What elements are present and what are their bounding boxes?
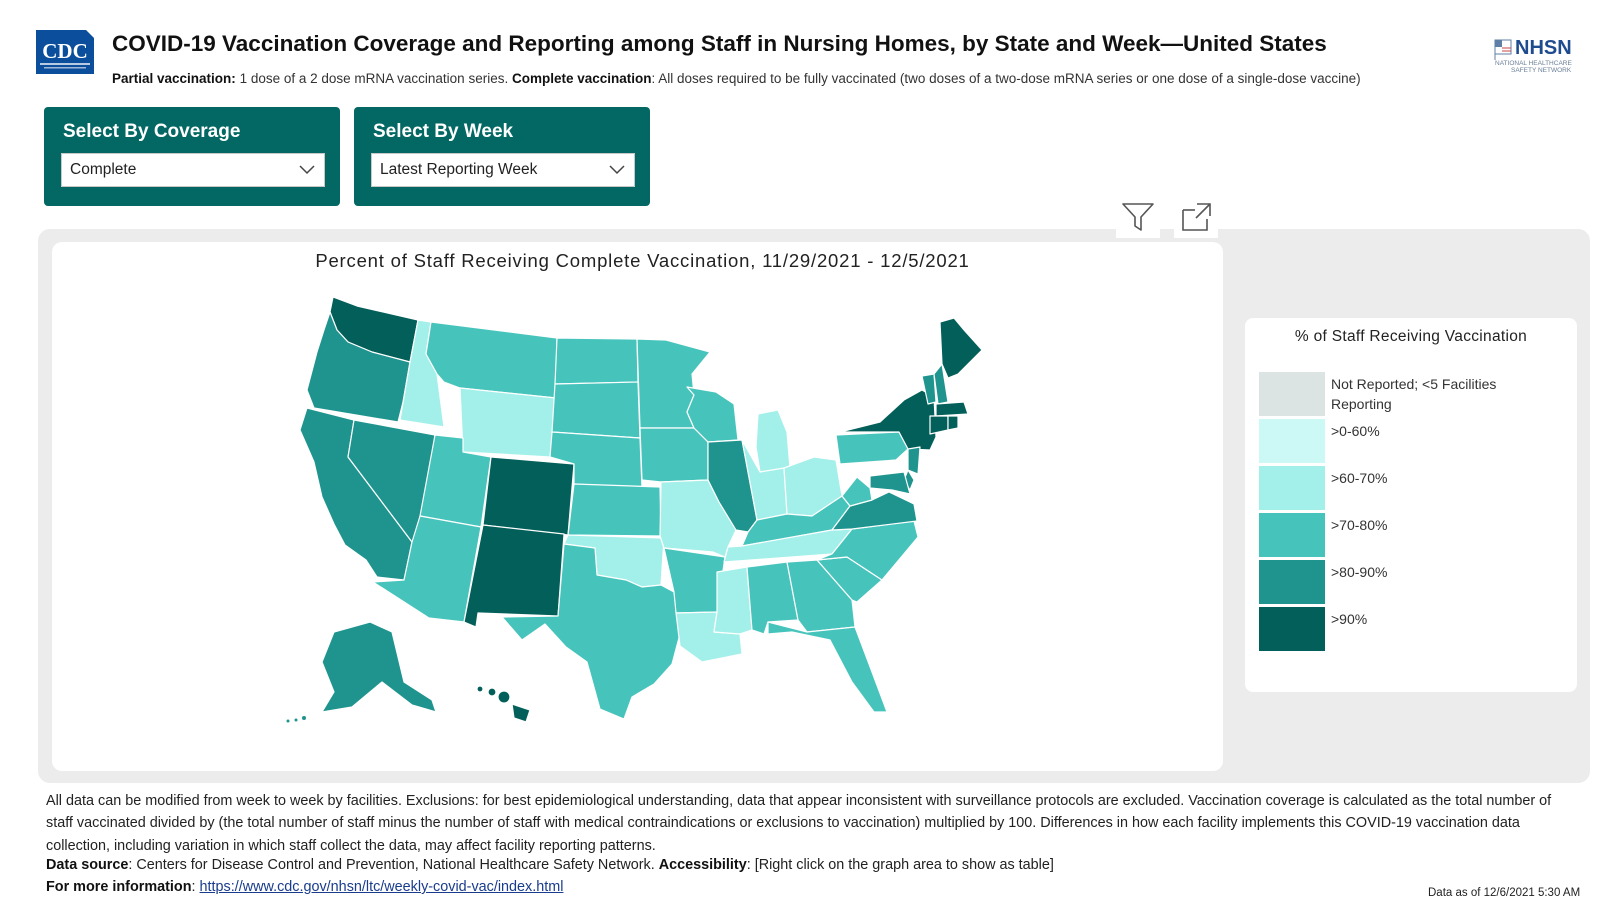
state-ak[interactable] [321, 621, 437, 713]
cdc-logo-text: CDC [42, 39, 88, 63]
week-dropdown[interactable]: Latest Reporting Week [371, 153, 635, 187]
legend-swatch-80-90 [1259, 560, 1325, 604]
state-wy[interactable] [459, 387, 557, 458]
coverage-dropdown[interactable]: Complete [61, 153, 325, 187]
partial-label: Partial vaccination: [112, 71, 236, 86]
data-source-line: Data source: Centers for Disease Control… [46, 857, 1054, 873]
nhsn-flag-icon [1494, 39, 1512, 60]
state-sd[interactable] [551, 381, 641, 439]
coverage-dropdown-value: Complete [70, 161, 137, 178]
legend-swatch-70-80 [1259, 513, 1325, 557]
legend-item: >80-90% [1259, 560, 1569, 606]
legend-swatch-60-70 [1259, 466, 1325, 510]
nhsn-logo-sub1: NATIONAL HEALTHCARE [1495, 60, 1572, 67]
coverage-slicer-title: Select By Coverage [63, 121, 241, 142]
state-hi-island[interactable] [476, 685, 484, 693]
legend-label: >70-80% [1331, 517, 1388, 533]
vaccination-definitions: Partial vaccination: 1 dose of a 2 dose … [112, 71, 1361, 86]
complete-label: Complete vaccination [511, 71, 652, 86]
state-wv[interactable] [841, 476, 873, 507]
state-mi[interactable] [755, 409, 791, 473]
state-vt[interactable] [921, 373, 937, 405]
state-hi[interactable] [511, 703, 531, 723]
state-ak-island[interactable] [302, 716, 306, 720]
week-dropdown-value: Latest Reporting Week [380, 161, 538, 178]
legend-title: % of Staff Receiving Vaccination [1294, 328, 1528, 345]
chevron-down-icon [609, 165, 625, 175]
nhsn-logo: NHSN NATIONAL HEALTHCARE SAFETY NETWORK [1494, 37, 1572, 74]
legend-label: >90% [1331, 611, 1368, 627]
state-ks[interactable] [567, 483, 662, 537]
chevron-down-icon [299, 165, 315, 175]
accessibility-label: Accessibility [658, 857, 747, 873]
legend-item: >70-80% [1259, 513, 1569, 559]
legend-swatch-90-plus [1259, 607, 1325, 651]
page-title: COVID-19 Vaccination Coverage and Report… [112, 31, 1327, 56]
accessibility-text: : [Right click on the graph area to show… [746, 857, 1054, 873]
state-ct[interactable] [929, 415, 949, 435]
legend-item: >60-70% [1259, 466, 1569, 512]
state-nm[interactable] [463, 524, 565, 628]
state-ri[interactable] [947, 415, 959, 431]
focus-mode-button[interactable] [1174, 196, 1218, 238]
legend-label: Not Reported; <5 Facilities Reporting [1331, 376, 1497, 412]
more-info-link[interactable]: https://www.cdc.gov/nhsn/ltc/weekly-covi… [199, 879, 564, 895]
coverage-slicer: Select By Coverage Complete [44, 107, 340, 206]
legend-swatch-0-60 [1259, 419, 1325, 463]
footer-notes: All data can be modified from week to we… [46, 793, 1552, 854]
state-nj[interactable] [907, 446, 921, 475]
state-nd[interactable] [554, 337, 639, 385]
state-md[interactable] [869, 471, 911, 495]
nhsn-logo-text: NHSN [1515, 37, 1572, 59]
state-mt[interactable] [425, 321, 558, 399]
state-az[interactable] [372, 515, 482, 623]
legend-item: >90% [1259, 607, 1569, 653]
legend-label: >0-60% [1331, 423, 1380, 439]
state-ma[interactable] [935, 401, 969, 417]
legend: % of Staff Receiving Vaccination Not Rep… [1245, 318, 1577, 692]
filter-button[interactable] [1116, 196, 1160, 238]
data-source-label: Data source [46, 857, 129, 873]
state-ia[interactable] [639, 427, 709, 483]
state-ak-island[interactable] [294, 718, 298, 722]
week-slicer: Select By Week Latest Reporting Week [354, 107, 650, 206]
state-fl[interactable] [767, 621, 888, 713]
cdc-logo: CDC [36, 30, 94, 74]
data-source-text: : Centers for Disease Control and Preven… [128, 857, 655, 873]
nhsn-logo-sub2: SAFETY NETWORK [1511, 67, 1572, 74]
complete-text: : All doses required to be fully vaccina… [651, 71, 1361, 86]
legend-item: >0-60% [1259, 419, 1569, 465]
state-ak-island[interactable] [286, 719, 290, 723]
partial-text: 1 dose of a 2 dose mRNA vaccination seri… [239, 71, 509, 86]
state-or[interactable] [306, 311, 411, 423]
more-info-line: For more information: https://www.cdc.go… [46, 879, 563, 895]
state-co[interactable] [482, 456, 575, 536]
map-card: Percent of Staff Receiving Complete Vacc… [52, 242, 1223, 771]
us-choropleth-map[interactable] [52, 242, 1223, 771]
week-slicer-title: Select By Week [373, 121, 514, 142]
state-hi-island[interactable] [497, 690, 511, 704]
state-nh[interactable] [933, 363, 949, 405]
state-hi-island[interactable] [487, 687, 497, 697]
state-pa[interactable] [835, 431, 909, 465]
more-info-label: For more information [46, 879, 192, 895]
legend-label: >60-70% [1331, 470, 1388, 486]
legend-swatch-not-reported [1259, 372, 1325, 416]
state-ms[interactable] [713, 566, 753, 635]
data-as-of: Data as of 12/6/2021 5:30 AM [1428, 887, 1581, 899]
state-me[interactable] [939, 317, 983, 379]
expand-icon [1182, 203, 1211, 231]
more-info-colon: : [191, 879, 200, 895]
map-title: Percent of Staff Receiving Complete Vacc… [315, 250, 970, 271]
legend-label: >80-90% [1331, 564, 1388, 580]
legend-item: Not Reported; <5 Facilities Reporting [1259, 372, 1569, 418]
filter-icon [1122, 203, 1154, 231]
state-tx[interactable] [501, 543, 681, 720]
